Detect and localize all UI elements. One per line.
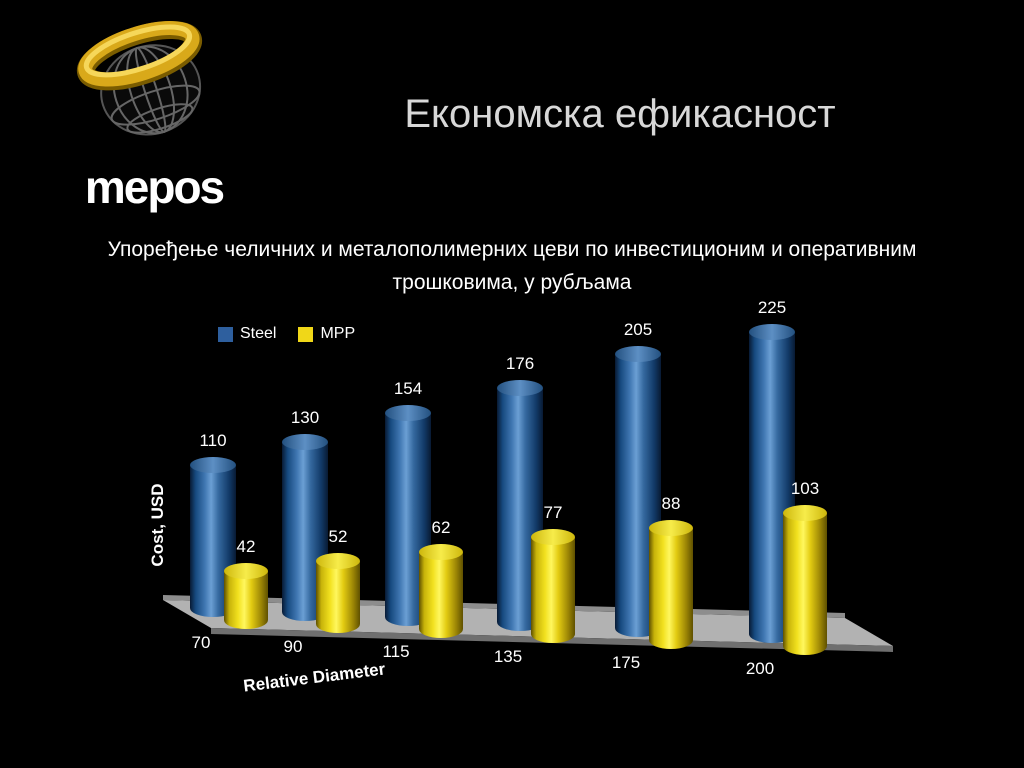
bar-top-steel-90	[282, 434, 328, 450]
bar-top-mpp-70	[224, 563, 268, 579]
value-label-steel-175: 205	[623, 320, 653, 339]
category-label-115: 115	[382, 642, 410, 661]
value-label-mpp-200: 103	[790, 479, 820, 498]
category-label-175: 175	[611, 653, 641, 672]
slide-title: Економска ефикасност	[404, 92, 836, 136]
legend-item-mpp: MPP	[298, 325, 355, 343]
legend-label-steel: Steel	[240, 325, 277, 342]
bar-mpp-175	[649, 520, 693, 649]
bar-top-mpp-90	[316, 553, 360, 569]
mepos-ring-icon	[76, 20, 203, 136]
value-label-mpp-135: 77	[543, 503, 563, 522]
value-label-steel-90: 130	[290, 408, 320, 427]
bar-body-mpp-175	[649, 528, 693, 649]
category-label-70: 70	[191, 633, 211, 652]
value-label-mpp-115: 62	[431, 518, 451, 537]
bar-mpp-70	[224, 563, 268, 629]
bar-mpp-90	[316, 553, 360, 633]
legend-item-steel: Steel	[218, 325, 276, 343]
bar-top-steel-115	[385, 405, 431, 421]
category-label-200: 200	[745, 659, 775, 678]
bar-top-steel-175	[615, 346, 661, 362]
mpp-swatch-icon	[298, 326, 314, 342]
value-label-steel-115: 154	[393, 379, 423, 398]
chart-legend: Steel MPP	[218, 325, 355, 343]
category-label-135: 135	[493, 647, 523, 666]
steel-swatch-icon	[218, 326, 233, 342]
bar-mpp-115	[419, 544, 463, 638]
value-label-mpp-90: 52	[328, 527, 348, 546]
bar-mpp-135	[531, 529, 575, 643]
bar-top-mpp-200	[783, 505, 827, 521]
bar-body-mpp-90	[316, 561, 360, 633]
bar-body-mpp-200	[783, 513, 827, 655]
bar-top-steel-70	[190, 457, 236, 473]
value-label-steel-135: 176	[505, 354, 535, 373]
value-label-mpp-70: 42	[236, 537, 256, 556]
bar-top-mpp-135	[531, 529, 575, 545]
bar-top-steel-135	[497, 380, 543, 396]
bar-body-mpp-135	[531, 537, 575, 643]
mepos-logo: mepos	[52, 18, 242, 218]
y-axis-title: Cost, USD	[148, 483, 167, 567]
bar-top-mpp-115	[419, 544, 463, 560]
value-label-mpp-175: 88	[661, 494, 681, 513]
bar-mpp-200	[783, 505, 827, 655]
bar-top-steel-200	[749, 324, 795, 340]
logo-wordmark: mepos	[84, 161, 225, 213]
value-label-steel-70: 110	[199, 431, 227, 450]
value-label-steel-200: 225	[757, 298, 787, 317]
category-label-90: 90	[283, 637, 303, 656]
bar-body-mpp-115	[419, 552, 463, 638]
legend-label-mpp: MPP	[320, 325, 356, 342]
slide-subtitle: Упоређење челичних и металополимерних це…	[107, 238, 917, 294]
bar-top-mpp-175	[649, 520, 693, 536]
bar-body-mpp-70	[224, 571, 268, 629]
